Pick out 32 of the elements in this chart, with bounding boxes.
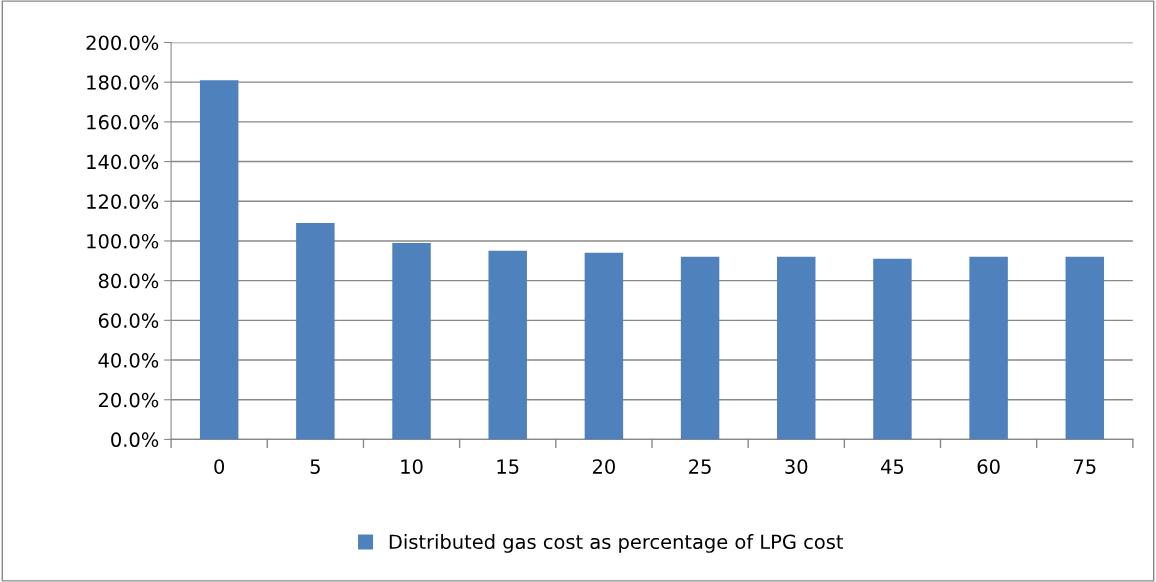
x-tick-label: 0 bbox=[214, 459, 225, 474]
x-tick-label: 5 bbox=[310, 459, 320, 474]
y-tick-label: 100.0% bbox=[87, 233, 159, 249]
x-tick-label: 75 bbox=[1074, 459, 1096, 474]
bar bbox=[680, 256, 720, 440]
bar bbox=[969, 256, 1008, 440]
x-tick-label: 30 bbox=[785, 459, 808, 474]
x-tick-label: 15 bbox=[497, 459, 519, 474]
y-tick-label: 160.0% bbox=[87, 114, 159, 130]
y-tick-label: 200.0% bbox=[86, 35, 159, 51]
x-tick-label: 45 bbox=[881, 459, 904, 474]
y-tick-label: 80.0% bbox=[98, 273, 159, 289]
y-tick-label: 120.0% bbox=[87, 194, 159, 209]
x-tick-label: 10 bbox=[401, 459, 423, 474]
bar bbox=[488, 250, 527, 440]
legend-label: Distributed gas cost as percentage of LPG cost bbox=[389, 534, 844, 553]
y-tick-label: 140.0% bbox=[87, 154, 159, 170]
y-tick-label: 40.0% bbox=[98, 352, 159, 368]
y-tick-label: 180.0% bbox=[87, 75, 159, 90]
bar bbox=[392, 242, 431, 440]
bar bbox=[777, 256, 816, 440]
bar bbox=[1065, 256, 1105, 440]
y-tick-label: 0.0% bbox=[111, 432, 159, 448]
y-tick-label: 60.0% bbox=[98, 313, 159, 328]
bar bbox=[296, 223, 335, 440]
bar bbox=[873, 258, 912, 440]
x-tick-label: 60 bbox=[977, 459, 1000, 474]
bar bbox=[199, 80, 239, 440]
x-tick-label: 25 bbox=[689, 459, 711, 474]
y-tick-label: 20.0% bbox=[98, 392, 159, 408]
bar bbox=[584, 252, 624, 440]
x-tick-label: 20 bbox=[592, 459, 615, 474]
